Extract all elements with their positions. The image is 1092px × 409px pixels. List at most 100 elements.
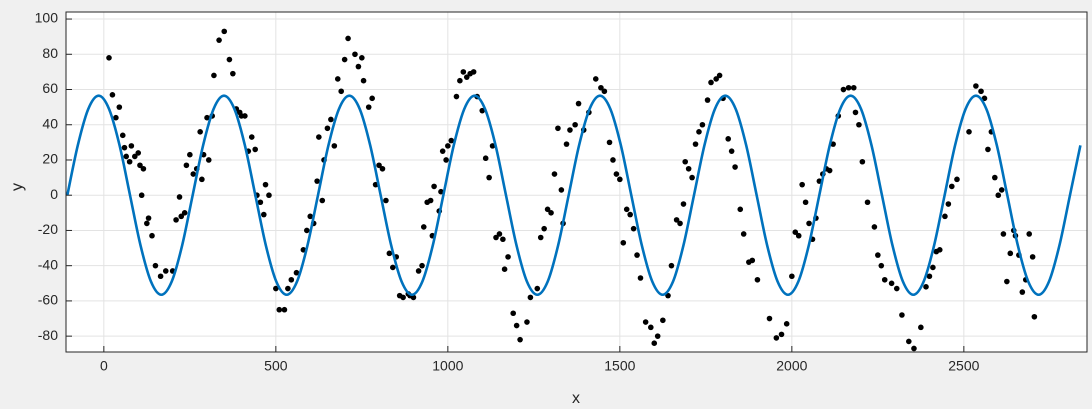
data-point [216, 37, 222, 43]
data-point [352, 51, 358, 58]
data-point [116, 104, 123, 110]
data-point [966, 128, 972, 135]
x-axis-label: x [572, 390, 580, 407]
data-point [1029, 254, 1036, 260]
data-point [992, 174, 998, 181]
data-point [673, 217, 680, 223]
data-point [945, 201, 952, 207]
data-point [106, 55, 112, 61]
data-point [293, 269, 300, 276]
data-point [121, 144, 128, 151]
data-point [496, 231, 503, 237]
data-point [749, 257, 756, 264]
data-point [137, 162, 143, 169]
data-point [505, 254, 511, 260]
data-point [692, 141, 699, 147]
data-point [470, 69, 477, 75]
data-point [677, 220, 683, 227]
data-point [778, 331, 785, 338]
data-point [754, 276, 761, 283]
data-point [949, 183, 955, 190]
data-point [157, 273, 164, 280]
data-point [911, 345, 917, 352]
data-point [888, 280, 895, 287]
data-point [1004, 278, 1010, 285]
data-point [128, 143, 135, 149]
data-point [654, 333, 661, 339]
data-point [438, 188, 444, 195]
data-point [682, 158, 689, 165]
data-point [376, 162, 382, 169]
data-point [699, 121, 706, 128]
data-point [850, 84, 857, 91]
data-point [199, 176, 205, 183]
data-point [489, 143, 496, 149]
data-point [606, 139, 613, 146]
data-point [942, 213, 948, 220]
data-point [864, 199, 871, 206]
data-point [400, 294, 406, 301]
plot-area [66, 12, 1087, 352]
data-point [211, 72, 217, 79]
data-point [623, 206, 630, 213]
data-point [448, 137, 455, 144]
y-tick-label: 60 [42, 80, 58, 96]
data-point [162, 268, 169, 274]
data-point [1019, 289, 1026, 295]
data-point [457, 77, 463, 84]
data-point [527, 294, 534, 301]
y-tick-label: -60 [38, 292, 58, 308]
data-point [132, 153, 138, 160]
data-point [281, 306, 288, 313]
data-point [627, 211, 633, 218]
data-point [537, 234, 544, 241]
data-point [242, 113, 248, 119]
data-point [463, 74, 470, 80]
data-point [799, 181, 805, 188]
data-point [899, 312, 905, 318]
data-point [806, 220, 812, 227]
y-tick-label: 100 [35, 10, 59, 26]
data-point [795, 232, 802, 239]
x-tick-label: 0 [100, 358, 108, 374]
data-point [479, 107, 486, 114]
data-point [544, 206, 551, 213]
data-point [534, 285, 541, 292]
data-point [875, 252, 881, 258]
data-point [558, 187, 565, 193]
data-point [144, 220, 150, 227]
data-point [113, 114, 119, 121]
data-point [871, 224, 878, 230]
data-point [119, 132, 126, 139]
data-point [725, 136, 732, 142]
y-tick-label: -40 [38, 256, 58, 272]
data-point [379, 165, 386, 172]
data-point [419, 262, 425, 269]
data-point [138, 192, 145, 199]
data-point [881, 276, 888, 283]
data-point [338, 88, 345, 95]
data-point [852, 109, 859, 116]
data-point [181, 210, 188, 216]
data-point [1000, 231, 1007, 237]
data-point [319, 197, 326, 204]
data-point [634, 252, 640, 258]
data-point [420, 224, 427, 230]
data-point [859, 158, 866, 165]
data-point [248, 134, 255, 140]
data-point [135, 150, 142, 156]
data-point [266, 192, 272, 199]
data-point [728, 148, 735, 154]
data-point [173, 217, 179, 223]
y-axis-label: y [9, 183, 26, 191]
data-point [651, 340, 658, 346]
data-point [548, 210, 554, 216]
y-tick-label: 40 [42, 115, 58, 131]
data-point [856, 121, 862, 128]
data-point [732, 164, 738, 170]
data-point [926, 273, 933, 280]
data-point [493, 234, 499, 241]
data-point [716, 72, 723, 79]
data-point [567, 127, 573, 133]
